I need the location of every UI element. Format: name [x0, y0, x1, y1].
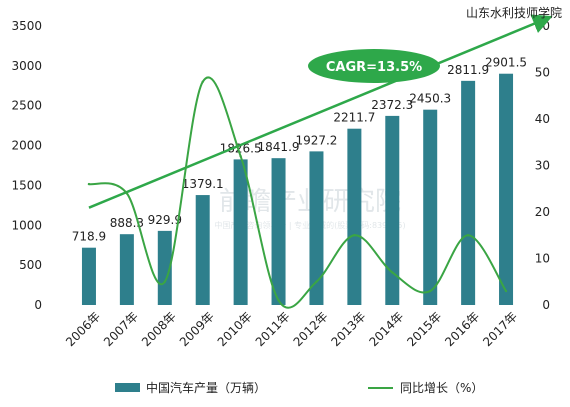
cagr-annotation: CAGR=13.5% [308, 49, 440, 83]
x-tick-label: 2008年 [139, 309, 179, 349]
bar [271, 158, 286, 305]
bar-value-label: 1379.1 [182, 177, 224, 191]
right-tick-label: 50 [535, 66, 550, 80]
growth-point [391, 271, 394, 274]
growth-point [125, 192, 129, 195]
right-tick-label: 0 [542, 298, 550, 312]
left-tick-label: 2500 [11, 99, 42, 113]
bar-series [81, 73, 514, 305]
growth-point [201, 80, 204, 84]
legend: 中国汽车产量（万辆） 同比增长（%） [115, 380, 483, 395]
bar [81, 247, 96, 305]
x-tick-label: 2013年 [329, 309, 369, 349]
growth-point [353, 234, 356, 237]
trend-arrow [88, 14, 553, 209]
trend-arrow-group [88, 14, 553, 209]
bar [157, 230, 172, 305]
x-tick-label: 2012年 [291, 309, 331, 349]
bar-value-label: 1826.5 [220, 141, 262, 155]
left-tick-label: 500 [19, 258, 42, 272]
x-tick-label: 2010年 [215, 309, 255, 349]
left-tick-label: 3500 [11, 19, 42, 33]
left-tick-label: 1500 [11, 178, 42, 192]
x-tick-label: 2014年 [366, 309, 406, 349]
growth-point [315, 280, 318, 283]
bar-value-label: 2450.3 [409, 92, 451, 106]
bar-value-label: 1927.2 [295, 133, 337, 147]
growth-point [504, 289, 508, 293]
x-tick-label: 2016年 [442, 309, 482, 349]
growth-point [429, 289, 432, 293]
x-tick-label: 2006年 [63, 309, 103, 349]
bar [119, 234, 134, 305]
cagr-label: CAGR=13.5% [326, 60, 422, 75]
growth-point [466, 234, 470, 237]
bar-value-label: 2372.3 [371, 98, 413, 112]
growth-point [239, 155, 242, 158]
right-tick-label: 30 [535, 159, 550, 173]
bar [347, 128, 362, 305]
growth-point [277, 299, 280, 302]
legend-line-label: 同比增长（%） [400, 381, 483, 395]
right-tick-label: 10 [535, 252, 550, 266]
bar [461, 80, 476, 305]
left-tick-label: 0 [34, 298, 42, 312]
growth-line-series [87, 76, 508, 309]
x-tick-label: 2017年 [480, 309, 520, 349]
right-tick-label: 20 [535, 205, 550, 219]
bar-value-label: 2211.7 [333, 111, 375, 125]
legend-bar-swatch [115, 383, 140, 392]
growth-point [87, 182, 91, 186]
right-tick-label: 40 [535, 112, 550, 126]
bar-value-label: 718.9 [72, 230, 106, 244]
left-tick-label: 3000 [11, 59, 42, 73]
left-axis-ticks: 0 500 1000 1500 2000 2500 3000 3500 [11, 19, 42, 312]
x-axis-labels: 2006年2007年2008年2009年2010年2011年2012年2013年… [63, 309, 520, 349]
x-tick-label: 2015年 [404, 309, 444, 349]
x-tick-label: 2011年 [253, 309, 293, 349]
bar [499, 73, 514, 305]
bar-value-label: 929.9 [148, 213, 182, 227]
bar [385, 115, 400, 305]
bar [195, 195, 210, 305]
left-tick-label: 1000 [11, 218, 42, 232]
growth-point [163, 280, 166, 283]
bar-value-label: 888.3 [110, 216, 144, 230]
bar-value-label: 1841.9 [258, 140, 300, 154]
cagr-badge [308, 49, 440, 83]
bar-value-label: 2901.5 [485, 56, 527, 70]
x-tick-label: 2007年 [101, 309, 141, 349]
bar [309, 151, 324, 305]
bar [423, 109, 438, 305]
bar [233, 159, 248, 305]
legend-bar-label: 中国汽车产量（万辆） [146, 380, 266, 395]
bar-value-label: 2811.9 [447, 63, 489, 77]
source-note: 山东水利技师学院 [466, 5, 562, 20]
x-tick-label: 2009年 [177, 309, 217, 349]
left-tick-label: 2000 [11, 139, 42, 153]
